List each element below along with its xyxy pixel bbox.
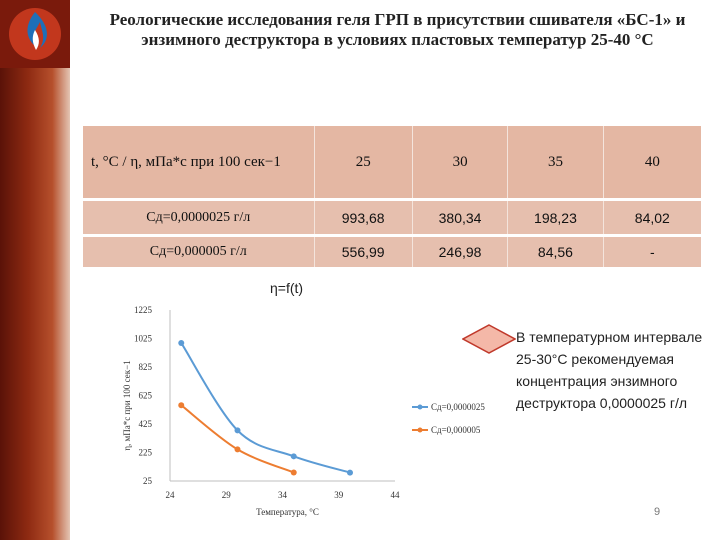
- table-cell: 198,23: [507, 201, 602, 234]
- table-header-cell: 35: [507, 126, 602, 198]
- decorative-sidebar: [0, 0, 70, 540]
- y-tick-label: 25: [143, 476, 153, 486]
- slide-title: Реологические исследования геля ГРП в пр…: [109, 10, 686, 49]
- table-header-cell: 25: [313, 126, 412, 198]
- series-line: [180, 404, 295, 474]
- data-point: [347, 469, 353, 476]
- table-cell: -: [602, 237, 701, 267]
- x-tick-label: 24: [166, 490, 176, 500]
- table-row: Сд=0,0000025 г/л 993,68 380,34 198,23 84…: [83, 201, 701, 234]
- table-row: Сд=0,000005 г/л 556,99 246,98 84,56 -: [83, 237, 701, 267]
- table-header-cell: 40: [602, 126, 701, 198]
- data-point: [234, 446, 241, 453]
- data-point: [290, 453, 297, 460]
- table-header-row: t, °С / η, мПа*с при 100 сек−1 25 30 35 …: [83, 126, 701, 198]
- table-cell: 246,98: [411, 237, 507, 267]
- flame-logo-icon: [9, 8, 61, 60]
- data-point: [234, 427, 241, 434]
- chart-axes: 25 225 425 625 825 1025 1225 24 29 34 39 44 Температ…: [122, 305, 400, 517]
- series-line: [180, 342, 351, 474]
- x-tick-label: 44: [391, 490, 401, 500]
- data-point: [290, 469, 297, 476]
- y-tick-label: 1025: [134, 334, 153, 344]
- table-cell: 84,56: [507, 237, 602, 267]
- table-header-cell: t, °С / η, мПа*с при 100 сек−1: [91, 153, 281, 170]
- chart-marks: [178, 339, 353, 476]
- x-tick-label: 34: [278, 490, 288, 500]
- data-point: [178, 339, 185, 346]
- viscosity-table: t, °С / η, мПа*с при 100 сек−1 25 30 35 …: [83, 126, 701, 267]
- y-tick-label: 625: [139, 391, 153, 401]
- diamond-marker-icon: [462, 324, 516, 354]
- table-cell: 84,02: [602, 201, 701, 234]
- x-tick-label: 39: [334, 490, 344, 500]
- legend-label: Сд=0,000005: [431, 425, 481, 435]
- y-tick-label: 825: [139, 362, 153, 372]
- page-number: 9: [654, 506, 661, 518]
- table-cell: Сд=0,000005 г/л: [149, 244, 247, 259]
- legend-label: Сд=0,0000025: [431, 402, 485, 412]
- table-header-cell: 30: [411, 126, 507, 198]
- logo: [0, 0, 70, 68]
- table-cell: Сд=0,0000025 г/л: [146, 209, 251, 225]
- y-tick-label: 225: [139, 448, 153, 458]
- y-axis-label: η, мПа*с при 100 сек−1: [122, 360, 132, 450]
- x-axis-label: Температура, °С: [256, 507, 319, 517]
- table-cell: 556,99: [313, 237, 412, 267]
- chart-legend: Сд=0,0000025 Сд=0,000005: [412, 402, 485, 435]
- legend-marker: [417, 404, 423, 410]
- table-cell: 380,34: [411, 201, 507, 234]
- table-cell: 993,68: [313, 201, 412, 234]
- legend-marker: [417, 427, 423, 433]
- viscosity-chart: 25 225 425 625 825 1025 1225 24 29 34 39 44 Температ…: [122, 305, 485, 517]
- y-tick-label: 425: [139, 419, 153, 429]
- x-tick-label: 29: [222, 490, 232, 500]
- chart-title: η=f(t): [270, 280, 304, 296]
- recommendation-note: В температурном интервале 25-30°С рекоме…: [516, 329, 703, 411]
- y-tick-label: 1225: [134, 305, 153, 315]
- data-point: [178, 402, 185, 409]
